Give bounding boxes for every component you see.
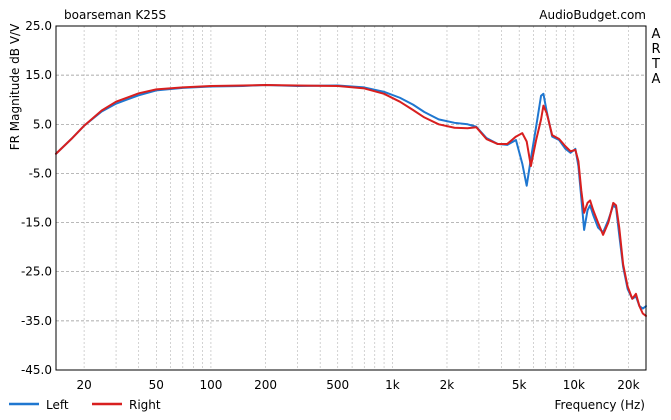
side-label-letter: A bbox=[652, 72, 661, 87]
x-tick-label: 5k bbox=[512, 378, 527, 392]
x-tick-label: 1k bbox=[385, 378, 400, 392]
series-line-right bbox=[55, 83, 647, 317]
legend-label-right: Right bbox=[129, 398, 161, 412]
y-tick-labels: 25.0 15.0 5.0 -5.0 -15.0 -25.0 -35.0 -45.0 bbox=[21, 19, 52, 377]
x-axis-label: Frequency (Hz) bbox=[555, 398, 646, 412]
y-tick-label: 5.0 bbox=[33, 117, 52, 131]
x-tick-labels: 20 50 100 200 500 1k 2k 5k 10k 20k bbox=[76, 378, 639, 392]
x-tick-label: 10k bbox=[563, 378, 585, 392]
y-tick-label: -35.0 bbox=[21, 314, 52, 328]
source-label: AudioBudget.com bbox=[539, 8, 646, 22]
side-label-letter: A bbox=[652, 27, 661, 42]
y-tick-label: -25.0 bbox=[21, 265, 52, 279]
x-tick-label: 100 bbox=[199, 378, 222, 392]
side-label-letter: T bbox=[651, 57, 660, 72]
x-tick-label: 200 bbox=[254, 378, 277, 392]
x-tick-label: 50 bbox=[149, 378, 164, 392]
y-axis-label: FR Magnitude dB V/V bbox=[8, 23, 22, 150]
x-tick-label: 20k bbox=[617, 378, 639, 392]
legend: Left Right bbox=[9, 398, 161, 412]
grid bbox=[56, 26, 646, 370]
plot-frame bbox=[55, 25, 647, 371]
y-tick-label: -15.0 bbox=[21, 216, 52, 230]
plot-area bbox=[56, 26, 646, 370]
x-tick-label: 2k bbox=[440, 378, 455, 392]
chart-title: boarseman K25S bbox=[64, 8, 166, 22]
legend-label-left: Left bbox=[46, 398, 69, 412]
x-tick-label: 20 bbox=[76, 378, 91, 392]
y-tick-label: 15.0 bbox=[25, 68, 52, 82]
y-tick-label: 25.0 bbox=[25, 19, 52, 33]
y-tick-label: -45.0 bbox=[21, 363, 52, 377]
y-tick-label: -5.0 bbox=[29, 166, 52, 180]
side-label-letter: R bbox=[651, 42, 660, 57]
x-tick-label: 500 bbox=[326, 378, 349, 392]
series-lines bbox=[55, 83, 647, 317]
